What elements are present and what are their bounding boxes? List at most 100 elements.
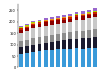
Bar [25, 24, 29, 25]
Bar [68, 16, 72, 17]
Bar [38, 20, 41, 21]
Bar [56, 20, 60, 24]
Bar [44, 50, 48, 67]
Bar [87, 38, 91, 48]
Bar [62, 17, 66, 18]
Bar [75, 31, 78, 39]
Bar [93, 29, 97, 37]
Bar [44, 26, 48, 36]
Bar [81, 16, 84, 20]
Bar [62, 15, 66, 17]
Bar [87, 13, 91, 14]
Bar [81, 20, 84, 31]
Bar [25, 40, 29, 46]
Bar [87, 15, 91, 18]
Bar [50, 21, 54, 25]
Bar [93, 12, 97, 14]
Bar [68, 19, 72, 22]
Bar [93, 14, 97, 17]
Bar [19, 54, 23, 67]
Bar [32, 45, 35, 52]
Bar [81, 48, 84, 67]
Bar [81, 14, 84, 15]
Bar [50, 17, 54, 19]
Bar [87, 12, 91, 13]
Bar [38, 37, 41, 44]
Bar [19, 47, 23, 54]
Bar [68, 39, 72, 48]
Bar [25, 28, 29, 31]
Bar [93, 17, 97, 29]
Bar [56, 41, 60, 49]
Bar [56, 49, 60, 67]
Bar [38, 27, 41, 37]
Bar [68, 14, 72, 16]
Bar [38, 21, 41, 22]
Bar [32, 28, 35, 38]
Bar [38, 24, 41, 27]
Bar [56, 24, 60, 34]
Bar [87, 30, 91, 38]
Bar [87, 14, 91, 15]
Bar [75, 12, 78, 14]
Bar [44, 23, 48, 26]
Bar [50, 19, 54, 20]
Bar [56, 16, 60, 18]
Bar [62, 18, 66, 20]
Bar [68, 48, 72, 67]
Bar [81, 11, 84, 14]
Bar [93, 8, 97, 11]
Bar [44, 18, 48, 20]
Bar [25, 53, 29, 67]
Bar [25, 26, 29, 27]
Bar [75, 17, 78, 20]
Bar [81, 15, 84, 16]
Bar [38, 51, 41, 67]
Bar [93, 11, 97, 12]
Bar [50, 35, 54, 42]
Bar [32, 52, 35, 67]
Bar [25, 31, 29, 40]
Bar [56, 18, 60, 19]
Bar [44, 21, 48, 23]
Bar [75, 48, 78, 67]
Bar [50, 42, 54, 50]
Bar [32, 25, 35, 28]
Bar [68, 32, 72, 39]
Bar [32, 23, 35, 24]
Bar [87, 10, 91, 12]
Bar [50, 20, 54, 21]
Bar [32, 21, 35, 23]
Bar [19, 28, 23, 30]
Bar [32, 38, 35, 45]
Bar [81, 38, 84, 48]
Bar [56, 19, 60, 20]
Bar [38, 44, 41, 51]
Bar [87, 48, 91, 67]
Bar [87, 18, 91, 30]
Bar [50, 50, 54, 67]
Bar [62, 49, 66, 67]
Bar [19, 33, 23, 41]
Bar [38, 22, 41, 24]
Bar [25, 46, 29, 53]
Bar [44, 43, 48, 50]
Bar [75, 39, 78, 48]
Bar [25, 25, 29, 26]
Bar [75, 14, 78, 15]
Bar [62, 20, 66, 23]
Bar [50, 25, 54, 35]
Bar [62, 23, 66, 33]
Bar [75, 20, 78, 31]
Bar [62, 40, 66, 49]
Bar [44, 36, 48, 43]
Bar [81, 31, 84, 38]
Bar [56, 34, 60, 41]
Bar [68, 17, 72, 19]
Bar [32, 24, 35, 25]
Bar [19, 30, 23, 33]
Bar [19, 26, 23, 27]
Bar [25, 27, 29, 28]
Bar [75, 15, 78, 17]
Bar [62, 33, 66, 40]
